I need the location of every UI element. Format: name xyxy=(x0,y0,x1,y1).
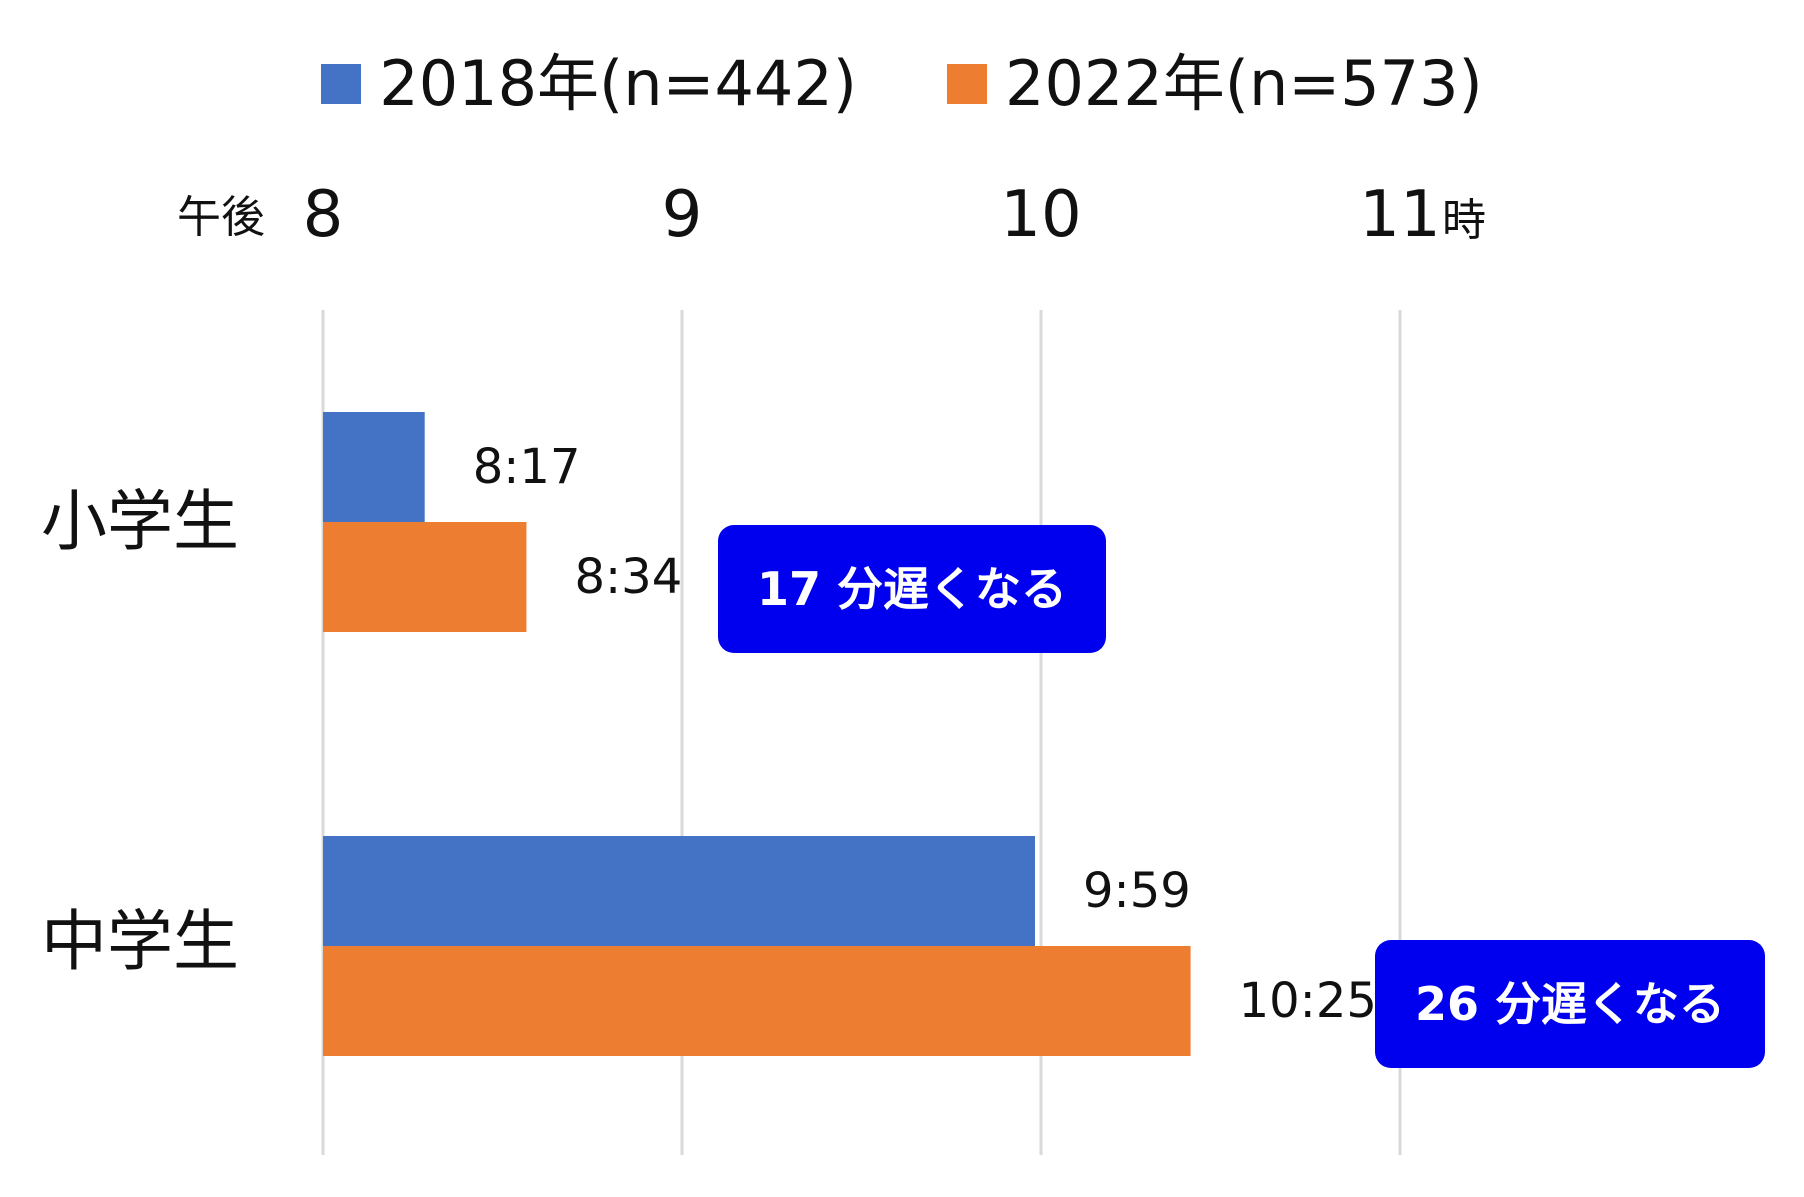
legend-label-2018: 2018年(n=442) xyxy=(379,47,857,120)
legend-label-2022: 2022年(n=573) xyxy=(1005,47,1483,120)
axis-suffix: 時 xyxy=(1442,195,1486,246)
bar xyxy=(323,836,1036,946)
x-tick-label: 8 xyxy=(303,178,344,252)
data-label: 8:17 xyxy=(473,439,581,495)
bar xyxy=(323,946,1191,1056)
x-tick-label: 10 xyxy=(1000,178,1081,252)
legend-item-2018: 2018年(n=442) xyxy=(321,48,857,120)
category-label: 中学生 xyxy=(41,903,239,980)
category-label: 小学生 xyxy=(41,483,239,560)
data-label: 10:25 xyxy=(1239,973,1377,1029)
x-tick-label: 9 xyxy=(662,178,703,252)
legend: 2018年(n=442) 2022年(n=573) xyxy=(0,48,1804,120)
axis-prefix: 午後 xyxy=(177,192,265,243)
annotation-text: 26 分遅くなる xyxy=(1415,977,1725,1031)
legend-swatch-2018 xyxy=(321,64,362,104)
legend-swatch-2022 xyxy=(947,64,987,104)
legend-item-2022: 2022年(n=573) xyxy=(947,48,1483,120)
annotation-box xyxy=(1375,940,1765,1068)
annotation-callout: 26 分遅くなる xyxy=(1375,940,1765,1068)
bar xyxy=(323,522,527,632)
bar xyxy=(323,412,425,522)
annotation-text: 17 分遅くなる xyxy=(757,562,1067,616)
annotation-box xyxy=(718,525,1106,653)
data-label: 9:59 xyxy=(1083,863,1191,919)
data-label: 8:34 xyxy=(574,549,682,605)
annotation-callout: 17 分遅くなる xyxy=(718,525,1106,653)
x-tick-label: 11 xyxy=(1359,178,1440,252)
